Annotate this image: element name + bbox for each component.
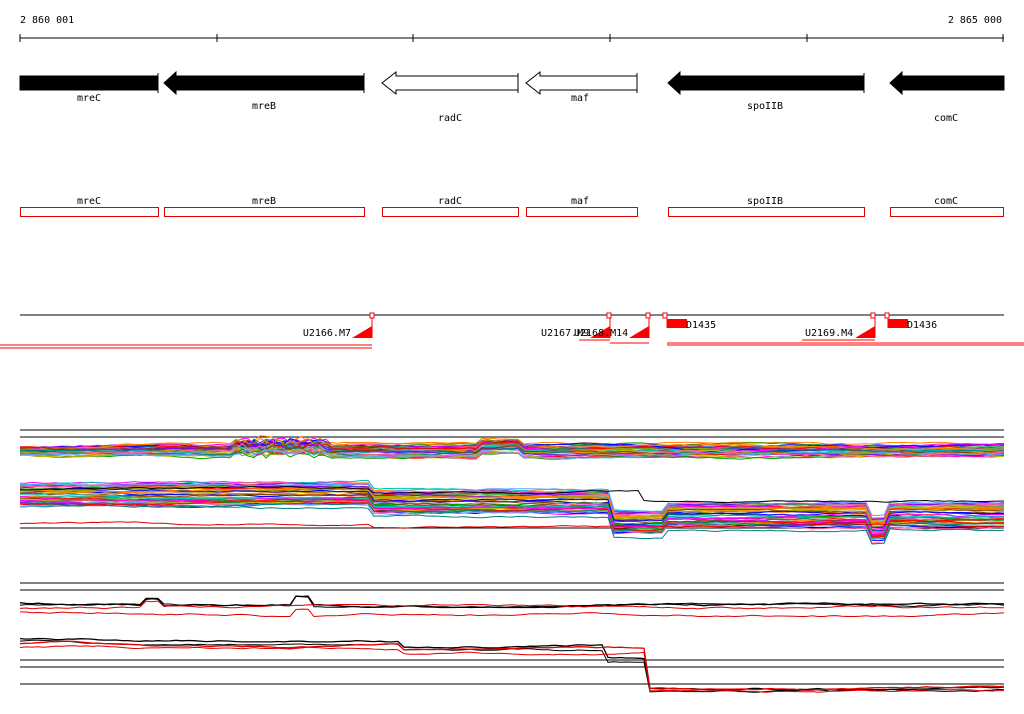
gene-arrow-mreB[interactable] bbox=[163, 70, 365, 96]
feature-label-U2167.M9: U2167.M9 bbox=[541, 328, 589, 339]
gene-arrow-radC[interactable] bbox=[381, 70, 519, 96]
feature-triangle-U2168.M14[interactable] bbox=[629, 326, 649, 338]
cds-labels: mreC mreB radC maf spoIIB comC bbox=[77, 196, 958, 207]
expression-trace bbox=[19, 488, 1005, 528]
feature-marker bbox=[870, 312, 876, 319]
expression-panel-selected bbox=[19, 582, 1005, 693]
expression-lines bbox=[19, 595, 1005, 693]
cds-box-maf[interactable] bbox=[526, 207, 638, 217]
gene-track: mreC mreB radC maf spoIIB comC bbox=[19, 70, 1005, 124]
expression-lines bbox=[19, 435, 1005, 545]
feature-marker bbox=[645, 312, 651, 319]
cds-label-radC: radC bbox=[438, 196, 462, 207]
ruler-end-label: 2 865 000 bbox=[948, 15, 1002, 26]
expression-panel-all bbox=[19, 429, 1005, 545]
expression-trace bbox=[19, 492, 1005, 527]
coordinate-ruler: 2 860 001 2 865 000 bbox=[19, 15, 1004, 42]
expression-trace bbox=[19, 637, 1005, 691]
expression-trace bbox=[19, 521, 1005, 529]
gene-label-spoIIB: spoIIB bbox=[747, 101, 783, 112]
ruler-start-label: 2 860 001 bbox=[20, 15, 74, 26]
expression-trace bbox=[19, 486, 1005, 504]
feature-marker bbox=[369, 312, 375, 319]
expression-trace bbox=[19, 499, 1004, 538]
expression-trace bbox=[19, 608, 1005, 618]
cds-label-mreC: mreC bbox=[77, 196, 101, 207]
feature-marker bbox=[606, 312, 612, 319]
expression-trace bbox=[19, 482, 1005, 516]
gene-arrow-spoIIB[interactable] bbox=[667, 70, 865, 96]
feature-label-U2166.M7: U2166.M7 bbox=[303, 328, 351, 339]
cds-label-comC: comC bbox=[934, 196, 958, 207]
expression-trace bbox=[20, 481, 1005, 519]
expression-trace bbox=[20, 484, 1005, 520]
gene-label-maf: maf bbox=[571, 93, 589, 104]
gene-label-comC: comC bbox=[934, 113, 958, 124]
cds-box-radC[interactable] bbox=[382, 207, 519, 217]
cds-track bbox=[20, 207, 1004, 217]
expression-trace bbox=[19, 504, 1005, 545]
feature-triangle-U2167.M9[interactable] bbox=[590, 326, 610, 338]
expression-trace bbox=[19, 447, 1005, 456]
feature-box-D1436[interactable] bbox=[888, 319, 908, 328]
feature-track: U2166.M7 U2167.M9 U2168.M14 D1435 U2169.… bbox=[0, 312, 1024, 349]
feature-label-D1435: D1435 bbox=[686, 320, 716, 331]
expression-trace bbox=[19, 595, 1005, 609]
feature-box-D1435[interactable] bbox=[667, 319, 687, 328]
gene-arrow-maf[interactable] bbox=[525, 70, 638, 96]
cds-label-spoIIB: spoIIB bbox=[747, 196, 783, 207]
gene-label-mreB: mreB bbox=[252, 101, 276, 112]
gene-arrow-mreC[interactable] bbox=[19, 75, 159, 91]
expression-trace bbox=[19, 640, 1005, 692]
feature-marker bbox=[662, 312, 668, 319]
cds-box-mreB[interactable] bbox=[164, 207, 365, 217]
feature-label-U2168.M14: U2168.M14 bbox=[574, 328, 628, 339]
expression-trace bbox=[19, 600, 1005, 610]
gene-arrow-comC[interactable] bbox=[889, 70, 1005, 96]
expression-trace bbox=[20, 487, 1005, 524]
cds-box-comC[interactable] bbox=[890, 207, 1004, 217]
expression-trace bbox=[19, 448, 1005, 460]
feature-marker bbox=[884, 312, 890, 319]
expression-trace bbox=[19, 645, 1004, 693]
feature-label-D1436: D1436 bbox=[907, 320, 937, 331]
cds-box-mreC[interactable] bbox=[20, 207, 159, 217]
expression-trace bbox=[20, 441, 1005, 456]
gene-label-mreC: mreC bbox=[77, 93, 101, 104]
feature-label-U2169.M4: U2169.M4 bbox=[805, 328, 853, 339]
gene-label-radC: radC bbox=[438, 113, 462, 124]
cds-label-maf: maf bbox=[571, 196, 589, 207]
expression-trace bbox=[19, 502, 1004, 539]
cds-label-mreB: mreB bbox=[252, 196, 276, 207]
expression-trace bbox=[19, 496, 1005, 530]
feature-triangle-U2169.M4[interactable] bbox=[855, 326, 875, 338]
cds-box-spoIIB[interactable] bbox=[668, 207, 865, 217]
feature-triangle-U2166.M7[interactable] bbox=[352, 326, 372, 338]
expression-trace bbox=[19, 437, 1005, 451]
